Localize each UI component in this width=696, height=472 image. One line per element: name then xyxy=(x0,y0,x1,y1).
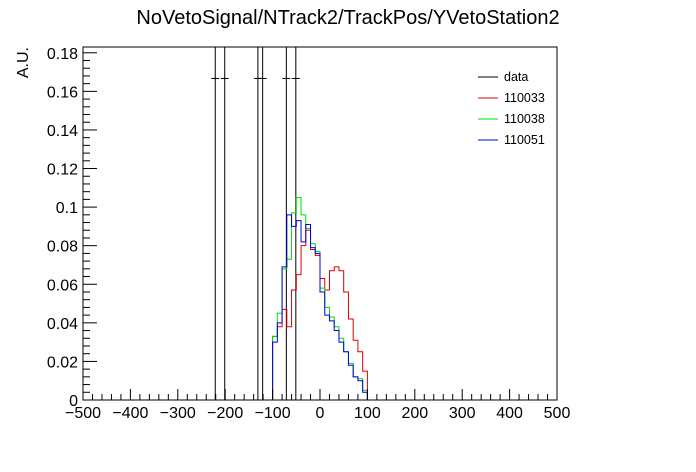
chart-title: NoVetoSignal/NTrack2/TrackPos/YVetoStati… xyxy=(136,7,559,29)
x-tick-label: −200 xyxy=(207,405,243,422)
y-tick-label: 0.02 xyxy=(47,354,78,371)
x-tick-label: −500 xyxy=(65,405,101,422)
x-tick-label: 300 xyxy=(449,405,476,422)
legend-label-110033: 110033 xyxy=(504,91,545,105)
y-axis-label: A.U. xyxy=(15,47,32,78)
y-tick-label: 0.04 xyxy=(47,316,78,333)
y-tick-label: 0.06 xyxy=(47,277,78,294)
plot-frame xyxy=(82,46,558,401)
x-tick-label: 100 xyxy=(354,405,381,422)
series-line-110051 xyxy=(272,214,368,400)
y-tick-label: 0 xyxy=(69,393,78,410)
x-tick-label: 200 xyxy=(401,405,428,422)
plot-area xyxy=(211,47,368,400)
x-tick-label: −100 xyxy=(255,405,291,422)
axes: −500 −400 −300 −200 −100 0 100 200 300 400 500 0 0.0… xyxy=(47,46,571,422)
legend-label-110051: 110051 xyxy=(504,133,545,147)
legend: data 110033 110038 110051 xyxy=(478,70,545,147)
x-tick-label: 500 xyxy=(544,405,571,422)
y-tick-label: 0.14 xyxy=(47,123,78,140)
x-tick-label: 400 xyxy=(496,405,523,422)
y-tick-label: 0.18 xyxy=(47,46,78,63)
y-tick-label: 0.1 xyxy=(56,200,78,217)
legend-label-110038: 110038 xyxy=(504,112,545,126)
y-tick-label: 0.12 xyxy=(47,162,78,179)
y-tick-label: 0.08 xyxy=(47,239,78,256)
x-tick-label: −400 xyxy=(112,405,148,422)
y-tick-label: 0.16 xyxy=(47,84,78,101)
legend-label-data: data xyxy=(504,70,528,84)
x-tick-label: 0 xyxy=(316,405,325,422)
x-tick-label: −300 xyxy=(160,405,196,422)
